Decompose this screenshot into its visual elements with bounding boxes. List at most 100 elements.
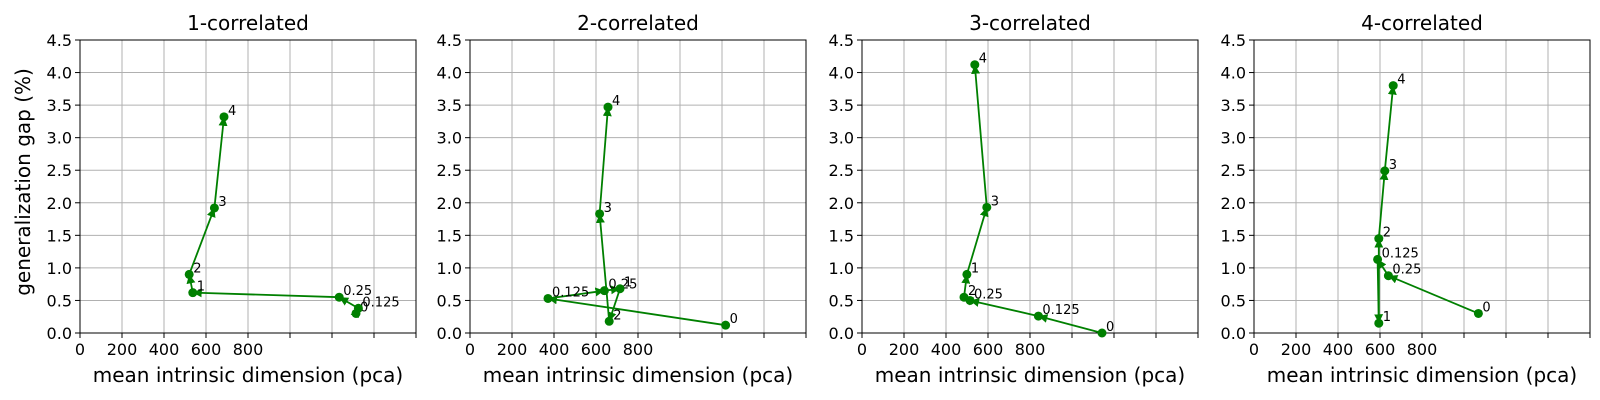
y-tick-label: 3.5: [437, 96, 462, 115]
trajectory-segment: [547, 295, 726, 327]
y-tick-label: 2.0: [1221, 194, 1246, 213]
data-point: [353, 303, 363, 313]
y-tick-label: 3.5: [1221, 96, 1246, 115]
trajectory-segment: [598, 106, 612, 214]
point-label: 2: [193, 261, 201, 276]
plot-frame: [79, 39, 417, 334]
point-label: 0: [1106, 320, 1114, 335]
x-tick-label: 600: [191, 340, 222, 359]
plot-frame: [1253, 39, 1591, 334]
trajectory-segment: [192, 288, 340, 299]
point-label: 0.125: [1042, 303, 1079, 318]
data-point: [962, 269, 972, 279]
point-label: 2: [968, 284, 976, 299]
data-point: [1373, 254, 1383, 264]
trajectory-segment: [213, 116, 228, 209]
trajectory-segment: [1377, 170, 1389, 239]
panel-1: 0 200 400 600 800 0.0 0.5 1.0 1.5 2.0 2.5 3.0 3.5 4.0…: [47, 11, 417, 387]
y-tick-label: 3.5: [829, 96, 854, 115]
data-point: [188, 288, 198, 298]
x-tick-label: 0: [857, 340, 867, 359]
data-point: [721, 320, 731, 330]
y-tick-label: 4.5: [829, 31, 854, 50]
x-tick-label: 400: [931, 340, 962, 359]
panel-title: 1-correlated: [187, 11, 309, 35]
point-label: 0.125: [552, 285, 589, 300]
trajectory-segment: [595, 213, 611, 322]
y-tick-label: 1.0: [47, 259, 72, 278]
data-point: [1097, 328, 1107, 338]
x-tick-label: 800: [1015, 340, 1046, 359]
x-tick-label: 800: [623, 340, 654, 359]
point-label: 3: [991, 194, 999, 209]
data-point: [615, 284, 625, 294]
x-tick-label: 400: [539, 340, 570, 359]
y-tick-label: 0.0: [1221, 324, 1246, 343]
y-tick-label: 1.0: [1221, 259, 1246, 278]
point-label: 0.25: [1392, 263, 1421, 278]
trajectory-segment: [1388, 274, 1479, 315]
x-tick-label: 0: [465, 340, 475, 359]
point-label: 4: [612, 94, 620, 109]
point-label: 1: [971, 261, 979, 276]
trajectory-segment: [1383, 85, 1397, 171]
panel-title: 4-correlated: [1361, 11, 1483, 35]
x-tick-label: 0: [1249, 340, 1259, 359]
trajectory-segment: [969, 298, 1039, 317]
y-tick-label: 0.5: [47, 291, 72, 310]
point-label: 0.125: [362, 295, 399, 310]
y-tick-label: 4.0: [437, 64, 462, 83]
x-axis-label: mean intrinsic dimension (pca): [93, 363, 403, 387]
data-point: [219, 112, 229, 122]
point-label: 4: [228, 104, 236, 119]
data-point: [209, 203, 219, 213]
x-tick-label: 600: [973, 340, 1004, 359]
data-point: [1374, 318, 1384, 328]
point-label: 1: [624, 276, 632, 291]
y-tick-label: 4.0: [1221, 64, 1246, 83]
x-tick-label: 400: [1323, 340, 1354, 359]
x-tick-label: 200: [1281, 340, 1312, 359]
data-point: [543, 293, 553, 303]
y-tick-label: 2.5: [437, 161, 462, 180]
point-label: 2: [613, 308, 621, 323]
y-tick-label: 3.0: [437, 129, 462, 148]
x-tick-label: 800: [1407, 340, 1438, 359]
y-tick-label: 0.5: [829, 291, 854, 310]
y-tick-label: 0.0: [47, 324, 72, 343]
plot-frame: [861, 39, 1199, 334]
data-point: [1473, 308, 1483, 318]
data-point: [982, 202, 992, 212]
trajectory-segment: [547, 287, 605, 300]
data-point: [184, 269, 194, 279]
data-point: [1374, 234, 1384, 244]
y-tick-label: 0.0: [829, 324, 854, 343]
y-tick-label: 0.0: [437, 324, 462, 343]
y-tick-label: 1.0: [437, 259, 462, 278]
data-point: [959, 292, 969, 302]
point-label: 4: [1397, 73, 1405, 88]
point-label: 0.25: [343, 284, 372, 299]
point-label: 2: [1383, 226, 1391, 241]
data-point: [604, 316, 614, 326]
panel-4: 0 200 400 600 800 0.0 0.5 1.0 1.5 2.0 2.5 3.0 3.5 4.0…: [1221, 11, 1591, 387]
y-tick-label: 1.5: [47, 226, 72, 245]
point-label: 3: [604, 201, 612, 216]
y-tick-label: 4.0: [829, 64, 854, 83]
panel-2: 0 200 400 600 800 0.0 0.5 1.0 1.5 2.0 2.5 3.0 3.5 4.0…: [437, 11, 807, 387]
y-tick-label: 2.5: [829, 161, 854, 180]
x-tick-label: 800: [233, 340, 264, 359]
data-point: [334, 292, 344, 302]
panel-title: 2-correlated: [577, 11, 699, 35]
x-tick-label: 600: [581, 340, 612, 359]
point-label: 4: [979, 52, 987, 67]
point-label: 1: [1383, 310, 1391, 325]
y-tick-label: 4.5: [47, 31, 72, 50]
trajectory-segment: [607, 288, 621, 322]
data-point: [603, 102, 613, 112]
x-axis-label: mean intrinsic dimension (pca): [875, 363, 1185, 387]
x-tick-label: 200: [497, 340, 528, 359]
point-label: 0.125: [1382, 246, 1419, 261]
trajectory-segment: [1038, 314, 1103, 334]
figure-ylabel: generalization gap (%): [11, 68, 35, 296]
